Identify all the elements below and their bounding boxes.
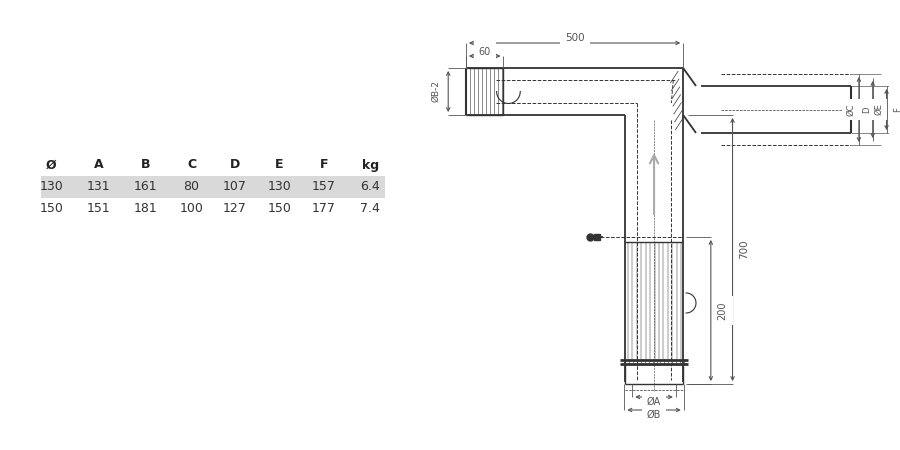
Text: 7.4: 7.4 [360, 202, 380, 216]
Text: 80: 80 [184, 180, 200, 194]
Text: ØB-2: ØB-2 [432, 81, 441, 103]
Text: 127: 127 [223, 202, 247, 216]
Text: kg: kg [362, 158, 379, 171]
Text: D: D [862, 106, 871, 113]
Text: 700: 700 [740, 240, 750, 259]
Text: 157: 157 [312, 180, 336, 194]
Text: 130: 130 [40, 180, 63, 194]
Text: 131: 131 [87, 180, 111, 194]
Text: 150: 150 [267, 202, 292, 216]
Text: 107: 107 [223, 180, 247, 194]
Text: C: C [187, 158, 196, 171]
Bar [41, 176, 385, 198]
Text: F: F [893, 107, 900, 112]
Text: 60: 60 [479, 47, 490, 57]
Text: ØC: ØC [847, 103, 856, 116]
Text: D: D [230, 158, 240, 171]
Text: ØB: ØB [647, 410, 662, 420]
Text: 177: 177 [312, 202, 336, 216]
Text: 200: 200 [717, 301, 728, 320]
Text: 130: 130 [267, 180, 292, 194]
Text: B: B [140, 158, 150, 171]
Text: ØA: ØA [647, 397, 662, 407]
Text: Ø: Ø [46, 158, 57, 171]
Text: 161: 161 [133, 180, 157, 194]
Text: 100: 100 [180, 202, 203, 216]
Text: 151: 151 [86, 202, 111, 216]
Text: A: A [94, 158, 104, 171]
Text: F: F [320, 158, 328, 171]
Text: ØE: ØE [874, 104, 883, 116]
Text: 500: 500 [565, 33, 584, 43]
Text: 6.4: 6.4 [360, 180, 380, 194]
Text: 150: 150 [40, 202, 63, 216]
Text: E: E [275, 158, 284, 171]
Text: 181: 181 [133, 202, 157, 216]
